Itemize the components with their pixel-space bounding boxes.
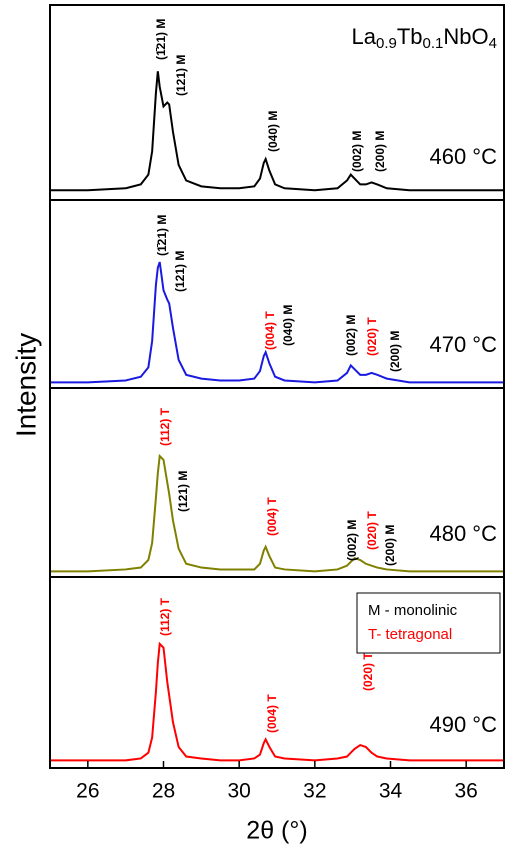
temperature-label: 460 °C bbox=[429, 144, 497, 169]
xrd-curve bbox=[50, 71, 504, 192]
xrd-curve bbox=[50, 261, 504, 384]
x-tick-label: 34 bbox=[379, 780, 403, 803]
title-part: La bbox=[352, 24, 377, 49]
x-tick-label: 26 bbox=[76, 780, 99, 803]
peak-label: (002) M bbox=[345, 520, 359, 561]
chart-title: La0.9Tb0.1NbO4 bbox=[352, 24, 497, 52]
title-part: 0.1 bbox=[423, 35, 444, 52]
xrd-curve bbox=[50, 641, 504, 762]
peak-label: (020) T bbox=[365, 317, 379, 356]
x-tick-label: 28 bbox=[152, 780, 175, 803]
peak-label: (1̄21) M bbox=[155, 215, 169, 256]
x-tick-label: 36 bbox=[454, 780, 477, 803]
panel-frame bbox=[49, 199, 505, 389]
temperature-label: 490 °C bbox=[429, 712, 497, 737]
peak-label: (1̄21) M bbox=[154, 19, 168, 60]
peak-label: (020) T bbox=[365, 511, 379, 550]
title-part: NbO bbox=[443, 24, 488, 49]
peak-label: (002) M bbox=[344, 315, 358, 356]
peak-label: (200) M bbox=[373, 131, 387, 172]
legend-box bbox=[356, 592, 501, 654]
panel-frame bbox=[49, 387, 505, 578]
peak-label: (004) T bbox=[265, 497, 279, 536]
title-part: 0.9 bbox=[376, 35, 397, 52]
temperature-label: 470 °C bbox=[429, 332, 497, 357]
peak-label: (004) T bbox=[265, 694, 279, 733]
legend-entry: M - monolinic bbox=[368, 602, 458, 619]
x-tick-label: 32 bbox=[303, 780, 326, 803]
peak-label: (121) M bbox=[176, 471, 190, 512]
x-tick-label: 30 bbox=[227, 780, 250, 803]
peak-label: (040) M bbox=[281, 305, 295, 346]
title-part: 4 bbox=[489, 35, 497, 52]
peak-label: (121) M bbox=[173, 251, 187, 292]
legend-entry: T- tetragonal bbox=[368, 626, 452, 643]
panel-frame bbox=[49, 576, 505, 769]
peak-label: (200) M bbox=[383, 525, 397, 566]
peak-label: (121) M bbox=[174, 55, 188, 96]
peak-label: (200) M bbox=[388, 331, 402, 372]
peak-label: (112) T bbox=[158, 597, 172, 636]
temperature-label: 480 °C bbox=[429, 521, 497, 546]
xrd-curve bbox=[50, 453, 504, 573]
title-part: Tb bbox=[397, 24, 423, 49]
peak-label: (020) T bbox=[361, 652, 375, 691]
x-axis-label: 2θ (°) bbox=[246, 817, 307, 845]
y-axis-label: Intensity bbox=[10, 333, 41, 437]
peak-label: (004) T bbox=[263, 311, 277, 350]
peak-label: (112) T bbox=[158, 407, 172, 446]
peak-label: (002) M bbox=[350, 131, 364, 172]
peak-label: (040) M bbox=[266, 111, 280, 152]
